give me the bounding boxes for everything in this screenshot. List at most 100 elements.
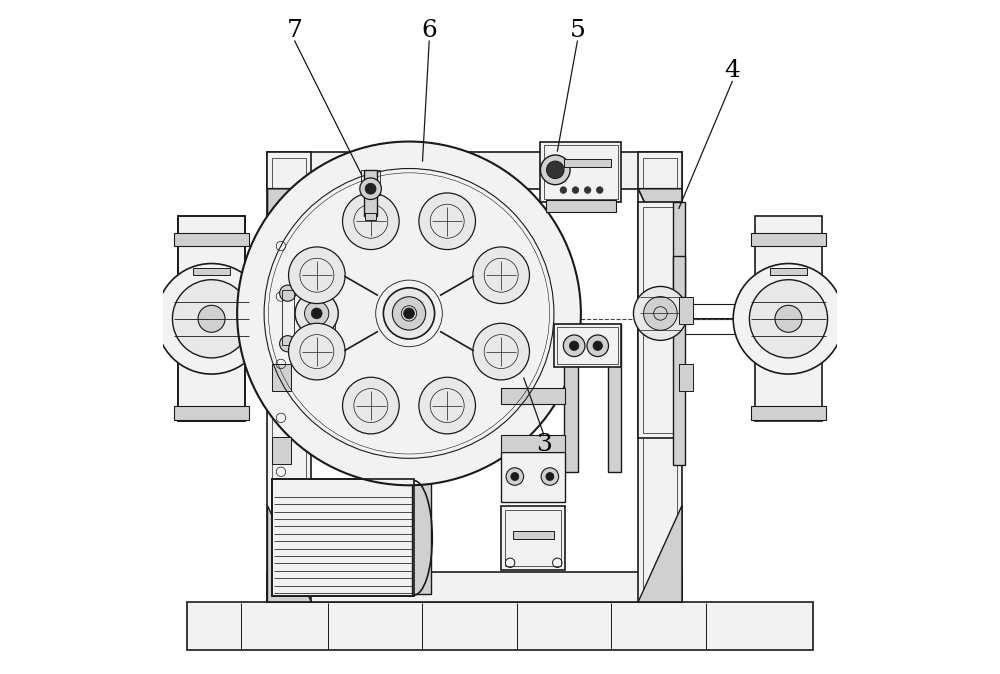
Circle shape [343, 193, 399, 249]
Circle shape [563, 335, 585, 357]
Bar [513, 531, 554, 539]
Bar [755, 216, 822, 421]
Bar [540, 142, 621, 202]
Circle shape [569, 341, 579, 350]
Circle shape [473, 247, 529, 303]
Bar [174, 406, 249, 420]
Bar [267, 572, 682, 602]
Bar [282, 290, 294, 345]
Circle shape [584, 187, 591, 193]
Circle shape [237, 142, 581, 485]
Circle shape [365, 183, 376, 194]
Bar [501, 506, 565, 570]
Circle shape [289, 247, 345, 303]
Bar [564, 324, 578, 472]
Bar [564, 159, 611, 167]
Bar [673, 256, 685, 297]
Bar [679, 364, 693, 391]
Circle shape [511, 472, 519, 481]
Bar [608, 324, 621, 472]
Bar [178, 216, 245, 421]
Circle shape [596, 187, 603, 193]
Text: 7: 7 [286, 19, 302, 42]
Bar [554, 324, 621, 367]
Text: 4: 4 [725, 59, 740, 82]
Polygon shape [638, 189, 682, 283]
Bar [272, 437, 291, 464]
Bar [638, 152, 682, 602]
Bar [193, 268, 230, 275]
Circle shape [644, 297, 677, 330]
Bar [305, 276, 331, 350]
Bar [325, 307, 335, 334]
Bar [557, 327, 618, 364]
Circle shape [383, 288, 435, 339]
Bar [311, 290, 325, 350]
Circle shape [419, 193, 475, 249]
Circle shape [587, 335, 609, 357]
Circle shape [343, 377, 399, 434]
Circle shape [198, 305, 225, 332]
Circle shape [360, 178, 381, 200]
Circle shape [593, 341, 602, 350]
Circle shape [404, 308, 414, 319]
Circle shape [775, 305, 802, 332]
Bar [267, 152, 682, 189]
Bar [501, 435, 565, 452]
Circle shape [473, 324, 529, 380]
Circle shape [280, 336, 296, 352]
Bar [751, 406, 826, 420]
Bar [272, 479, 414, 596]
Bar [187, 602, 813, 650]
Circle shape [546, 472, 554, 481]
Circle shape [401, 306, 417, 321]
Bar [272, 158, 306, 596]
Bar [272, 364, 291, 391]
Bar [365, 213, 376, 220]
Bar [267, 152, 311, 602]
Polygon shape [267, 506, 311, 602]
Bar [501, 388, 565, 404]
Polygon shape [267, 189, 311, 283]
Circle shape [172, 280, 251, 358]
Circle shape [654, 307, 667, 320]
Circle shape [733, 264, 844, 374]
Bar [178, 216, 245, 421]
Bar [174, 233, 249, 246]
Circle shape [572, 187, 579, 193]
Bar [679, 297, 693, 324]
Bar [364, 170, 377, 216]
Circle shape [560, 187, 567, 193]
Circle shape [156, 264, 267, 374]
Bar [546, 200, 616, 212]
Polygon shape [638, 506, 682, 602]
Bar [272, 479, 414, 596]
Circle shape [392, 297, 426, 330]
Bar [643, 207, 677, 433]
Bar [505, 510, 561, 566]
Bar [751, 233, 826, 246]
Bar [544, 145, 618, 199]
Circle shape [633, 286, 687, 340]
Circle shape [311, 308, 322, 319]
Circle shape [541, 468, 559, 485]
Bar [501, 452, 565, 502]
Text: 5: 5 [570, 19, 585, 42]
Bar [412, 481, 431, 594]
Circle shape [506, 468, 524, 485]
Bar [638, 202, 682, 438]
Circle shape [749, 280, 828, 358]
Circle shape [295, 292, 338, 335]
Bar [361, 170, 380, 195]
Circle shape [547, 161, 564, 179]
Circle shape [305, 301, 329, 326]
Text: 3: 3 [536, 433, 552, 456]
Bar [770, 268, 807, 275]
Circle shape [280, 285, 296, 301]
Circle shape [419, 377, 475, 434]
Circle shape [289, 324, 345, 380]
Bar [673, 202, 685, 465]
Text: 6: 6 [421, 19, 437, 42]
Circle shape [540, 155, 570, 185]
Bar [643, 158, 677, 596]
